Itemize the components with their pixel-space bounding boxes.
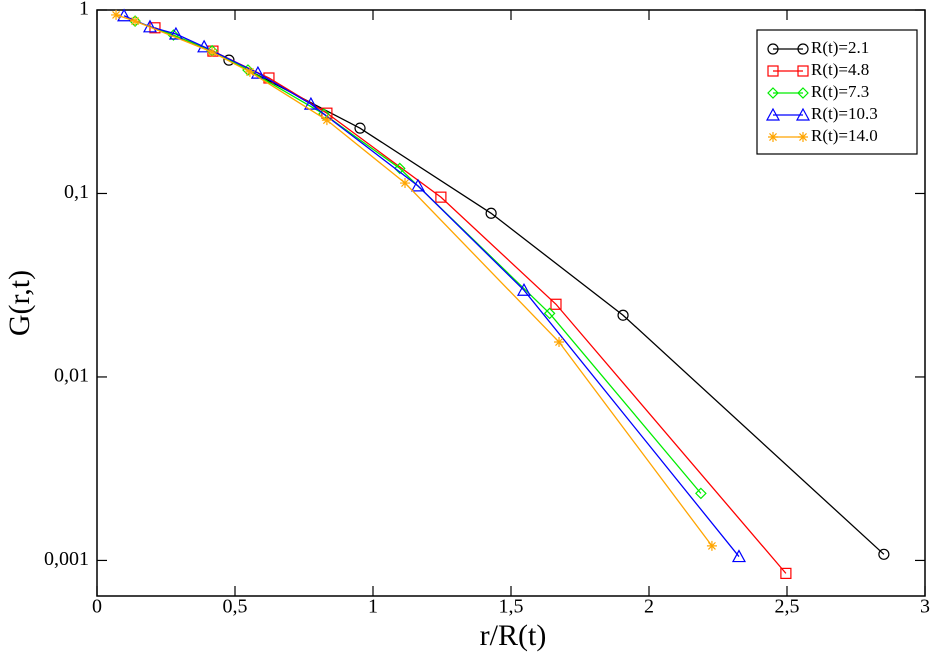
legend-marker (797, 65, 809, 77)
data-point (731, 549, 746, 563)
legend-box (756, 29, 918, 155)
y-tick-label: 0,001 (44, 548, 89, 570)
legend-label: R(t)=2.1 (811, 38, 869, 57)
data-point (111, 9, 122, 20)
y-tick-label: 0,1 (64, 181, 89, 203)
legend-marker (797, 87, 809, 99)
data-point (780, 567, 792, 579)
x-tick-label: 1,5 (499, 596, 524, 618)
y-tick-label: 0,01 (54, 365, 89, 387)
series-line (228, 59, 885, 555)
x-tick-label: 3 (920, 596, 930, 618)
data-point (321, 115, 332, 126)
legend-label: R(t)=10.3 (811, 104, 878, 123)
legend-marker (767, 87, 779, 99)
data-point (207, 47, 218, 58)
series-line (134, 20, 702, 494)
data-point (516, 282, 531, 296)
data-point (706, 540, 717, 551)
legend-marker (765, 107, 781, 121)
x-tick-label: 0 (92, 596, 102, 618)
data-point (410, 178, 425, 192)
data-point (197, 39, 212, 53)
x-tick-label: 2 (644, 596, 654, 618)
data-point (543, 307, 556, 320)
legend-marker (798, 132, 808, 142)
data-point (400, 178, 411, 189)
legend-marker (795, 107, 811, 121)
data-point (550, 298, 562, 310)
data-point (223, 54, 235, 66)
data-point (149, 22, 161, 34)
data-point (617, 309, 629, 321)
data-point (554, 337, 565, 348)
data-point (485, 207, 497, 219)
data-point (303, 96, 318, 110)
data-point (168, 26, 183, 40)
data-point (435, 191, 447, 203)
y-axis-label: G(r,t) (3, 270, 36, 336)
x-tick-label: 0,5 (223, 596, 248, 618)
legend-marker (768, 132, 778, 142)
series-line (115, 14, 713, 547)
x-axis-label: r/R(t) (480, 619, 547, 652)
data-point (117, 8, 132, 22)
data-point (393, 162, 406, 175)
legend-marker (797, 43, 809, 55)
x-tick-label: 2,5 (775, 596, 800, 618)
legend-label: R(t)=4.8 (811, 60, 869, 79)
legend-label: R(t)=14.0 (811, 126, 878, 145)
data-point (130, 16, 141, 27)
x-tick-label: 1 (368, 596, 378, 618)
legend-label: R(t)=7.3 (811, 82, 869, 101)
data-point (244, 66, 255, 77)
series-line (123, 15, 740, 557)
legend-marker (767, 43, 779, 55)
y-tick-label: 1 (79, 0, 89, 20)
data-point (167, 29, 180, 41)
data-point (354, 122, 366, 134)
data-point (878, 548, 890, 560)
data-point (318, 108, 330, 120)
legend-marker (767, 65, 779, 77)
data-point (695, 487, 707, 500)
data-point (242, 64, 254, 76)
data-point (250, 65, 265, 79)
series-line (154, 27, 787, 574)
